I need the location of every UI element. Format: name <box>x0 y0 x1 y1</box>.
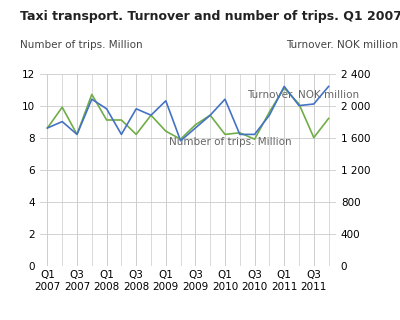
Text: Number of trips. Million: Number of trips. Million <box>169 137 291 147</box>
Text: Turnover. NOK million: Turnover. NOK million <box>247 90 359 100</box>
Text: Turnover. NOK million: Turnover. NOK million <box>286 40 398 50</box>
Text: Number of trips. Million: Number of trips. Million <box>20 40 143 50</box>
Text: Taxi transport. Turnover and number of trips. Q1 2007- Q4 2011: Taxi transport. Turnover and number of t… <box>20 10 400 23</box>
